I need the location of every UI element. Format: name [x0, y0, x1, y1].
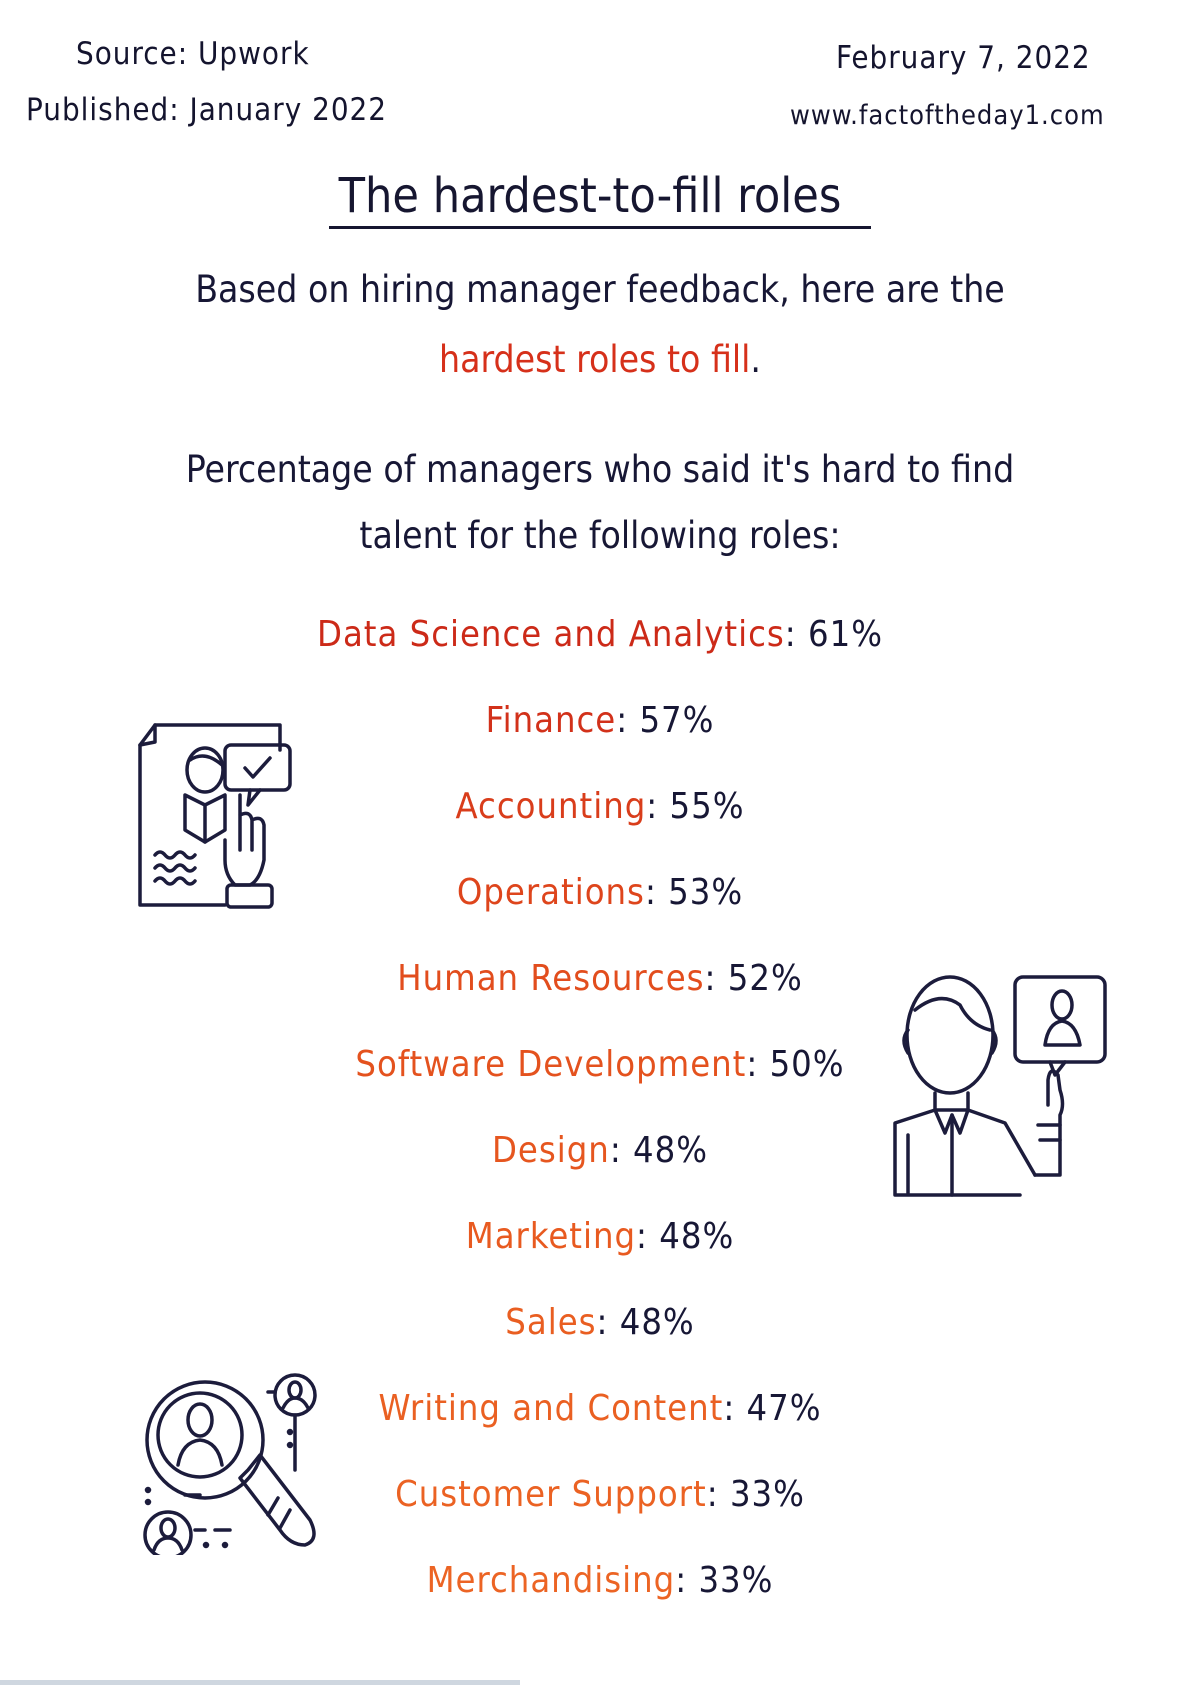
- role-separator: :: [596, 1302, 620, 1343]
- role-item: Customer Support: 33%: [0, 1474, 1200, 1560]
- role-item: Marketing: 48%: [0, 1216, 1200, 1302]
- role-item: Writing and Content: 47%: [0, 1388, 1200, 1474]
- intro-line-2: hardest roles to fill.: [438, 338, 761, 381]
- source-label: Source: Upwork: [76, 36, 310, 72]
- role-value: 47%: [746, 1388, 822, 1429]
- role-label: Writing and Content: [378, 1388, 724, 1429]
- role-value: 55%: [669, 786, 745, 827]
- role-value: 33%: [729, 1474, 805, 1515]
- role-separator: :: [675, 1560, 699, 1601]
- role-value: 48%: [659, 1216, 735, 1257]
- intro-line-1: Based on hiring manager feedback, here a…: [195, 268, 1005, 311]
- description-line-1: Percentage of managers who said it's har…: [185, 448, 1015, 491]
- role-value: 48%: [633, 1130, 709, 1171]
- description-line-2: talent for the following roles:: [359, 514, 841, 557]
- role-value: 33%: [698, 1560, 774, 1601]
- role-item: Merchandising: 33%: [0, 1560, 1200, 1646]
- role-value: 57%: [639, 700, 715, 741]
- role-label: Operations: [456, 872, 645, 913]
- resume-select-icon: [138, 723, 292, 909]
- role-item: Data Science and Analytics: 61%: [0, 614, 1200, 700]
- role-separator: :: [636, 1216, 660, 1257]
- roles-list: Data Science and Analytics: 61% Finance: …: [0, 614, 1200, 1646]
- role-label: Data Science and Analytics: [317, 614, 785, 655]
- role-label: Merchandising: [426, 1560, 676, 1601]
- role-value: 50%: [769, 1044, 845, 1085]
- website-label: www.factoftheday1.com: [790, 100, 1105, 131]
- role-value: 48%: [619, 1302, 695, 1343]
- person-profile-icon: [893, 975, 1107, 1197]
- role-separator: :: [609, 1130, 634, 1171]
- role-separator: :: [723, 1388, 747, 1429]
- role-value: 61%: [807, 614, 883, 655]
- role-label: Design: [491, 1130, 610, 1171]
- role-separator: :: [706, 1474, 730, 1515]
- role-separator: :: [746, 1044, 770, 1085]
- page-title: The hardest-to-fill roles: [0, 168, 1200, 229]
- role-label: Customer Support: [395, 1474, 707, 1515]
- role-item: Finance: 57%: [0, 700, 1200, 786]
- published-label: Published: January 2022: [26, 92, 388, 128]
- role-label: Software Development: [355, 1044, 747, 1085]
- role-value: 52%: [727, 958, 803, 999]
- role-separator: :: [616, 700, 640, 741]
- role-separator: :: [646, 786, 670, 827]
- role-item: Accounting: 55%: [0, 786, 1200, 872]
- date-label: February 7, 2022: [836, 40, 1091, 76]
- role-item: Human Resources: 52%: [0, 958, 1200, 1044]
- role-label: Sales: [505, 1302, 597, 1343]
- role-item: Software Development: 50%: [0, 1044, 1200, 1130]
- role-label: Finance: [485, 700, 617, 741]
- role-label: Marketing: [465, 1216, 637, 1257]
- role-item: Operations: 53%: [0, 872, 1200, 958]
- role-label: Human Resources: [397, 958, 705, 999]
- role-label: Accounting: [455, 786, 647, 827]
- role-separator: :: [644, 872, 669, 913]
- role-separator: :: [784, 614, 808, 655]
- role-separator: :: [704, 958, 728, 999]
- role-value: 53%: [668, 872, 744, 913]
- role-item: Sales: 48%: [0, 1302, 1200, 1388]
- talent-search-icon: [143, 1373, 317, 1555]
- intro-highlight: hardest roles to fill: [438, 338, 751, 381]
- footer-bar: [0, 1680, 520, 1685]
- role-item: Design: 48%: [0, 1130, 1200, 1216]
